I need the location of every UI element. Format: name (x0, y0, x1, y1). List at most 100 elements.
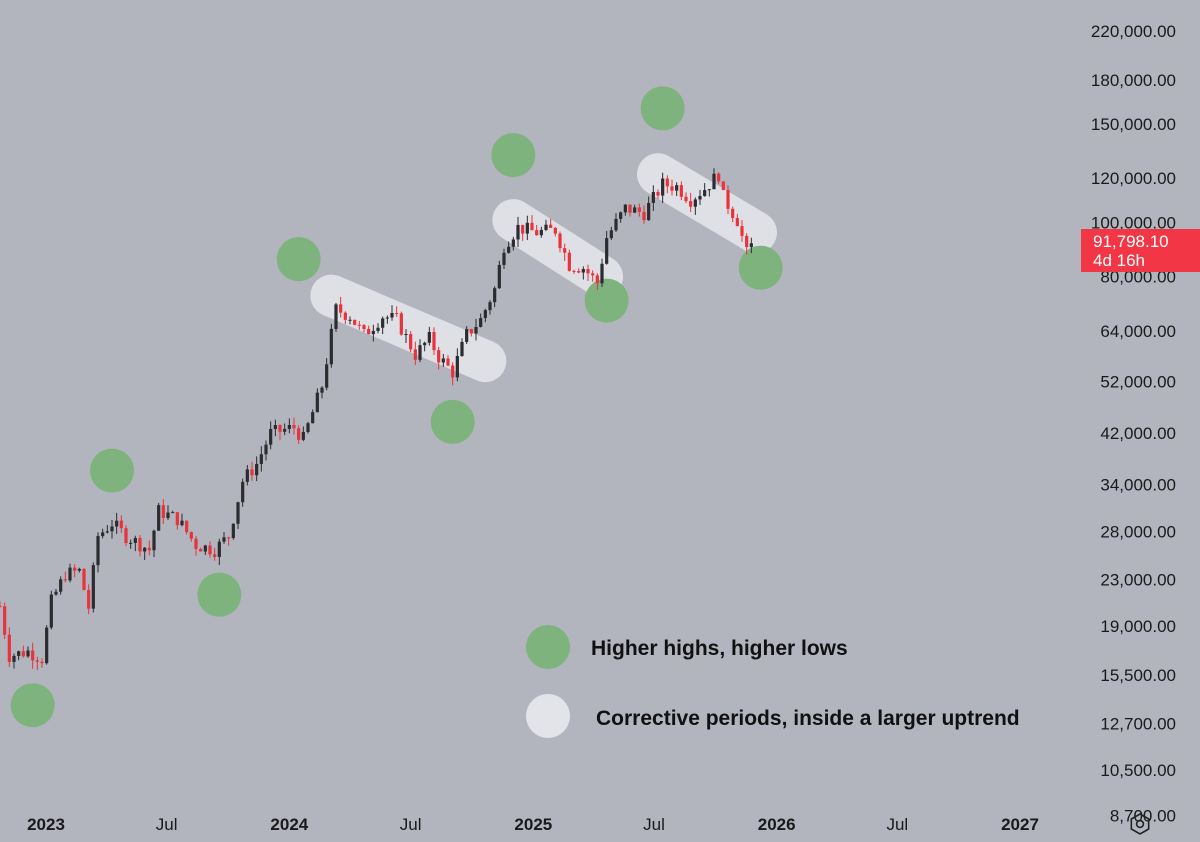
candle-body (530, 222, 534, 231)
candle-body (189, 532, 193, 539)
candle-body (171, 512, 175, 514)
candle-body (381, 318, 385, 328)
candle-body (451, 365, 455, 378)
candle-body (623, 204, 627, 213)
candles-layer (0, 168, 753, 671)
candle-body (600, 263, 604, 284)
candle-body (315, 392, 319, 413)
candle-body (665, 178, 669, 187)
x-tick-label: 2027 (1001, 815, 1039, 834)
candle-body (698, 195, 702, 200)
candle-body (339, 304, 343, 313)
candle-body (432, 331, 436, 351)
candle-body (376, 327, 380, 331)
candle-body (712, 173, 716, 190)
x-tick-label: Jul (400, 815, 422, 834)
candle-body (651, 191, 655, 203)
candle-body (222, 537, 226, 542)
candle-body (595, 275, 599, 284)
y-axis: 220,000.00 180,000.00 150,000.00 120,000.00… (1091, 22, 1176, 825)
current-price-tag: 91,798.10 4d 16h (1081, 229, 1200, 272)
candle-body (619, 212, 623, 219)
candle-body (591, 273, 595, 276)
corrective-period-capsule (637, 153, 777, 254)
candle-body (213, 554, 217, 557)
y-tick-label: 15,500.00 (1100, 666, 1176, 685)
candle-body (231, 523, 235, 539)
candle-body (707, 189, 711, 191)
candle-body (320, 387, 324, 393)
candle-body (362, 325, 366, 329)
candle-body (292, 424, 296, 429)
candle-body (670, 186, 674, 191)
legend-white-swatch (526, 694, 570, 738)
candle-body (96, 536, 100, 566)
candle-body (661, 178, 665, 196)
candle-body (273, 424, 277, 430)
candle-body (115, 520, 119, 527)
candle-body (479, 318, 483, 327)
y-tick-label: 220,000.00 (1091, 22, 1176, 41)
candle-body (180, 520, 184, 526)
candle-body (329, 328, 333, 365)
candle-body (628, 204, 632, 213)
candle-body (73, 567, 77, 571)
candle-body (21, 651, 25, 657)
y-tick-label: 80,000.00 (1100, 268, 1176, 287)
candle-body (3, 606, 7, 635)
candle-body (679, 185, 683, 197)
candle-body (572, 270, 576, 272)
legend-label-corrective: Corrective periods, inside a larger uptr… (596, 707, 1020, 730)
candle-body (567, 252, 571, 271)
candle-body (437, 350, 441, 363)
candle-body (539, 229, 543, 236)
candle-body (749, 243, 753, 248)
candle-body (59, 579, 63, 592)
candle-body (460, 341, 464, 356)
settings-hexagon-icon[interactable] (1130, 813, 1150, 835)
candle-body (54, 591, 58, 595)
candle-body (544, 224, 548, 230)
candle-body (441, 358, 445, 363)
candle-body (418, 345, 422, 360)
candle-body (283, 428, 287, 432)
candle-body (17, 651, 21, 656)
candle-body (511, 239, 515, 247)
x-tick-label: 2025 (514, 815, 552, 834)
candle-body (609, 230, 613, 239)
candle-body (726, 190, 730, 209)
candle-body (385, 317, 389, 319)
corrective-periods-layer (310, 153, 777, 383)
candle-body (241, 481, 245, 503)
current-price-value: 91,798.10 (1093, 232, 1169, 251)
legend: Higher highs, higher lows Corrective per… (526, 625, 1020, 738)
candle-body (236, 502, 240, 524)
candle-body (586, 269, 590, 274)
candle-body (161, 505, 165, 518)
candle-body (525, 222, 529, 234)
candle-body (399, 313, 403, 335)
candle-body (227, 537, 231, 539)
candle-body (647, 202, 651, 221)
candle-body (642, 211, 646, 221)
y-tick-label: 10,500.00 (1100, 761, 1176, 780)
candle-body (740, 226, 744, 236)
candle-body (250, 469, 254, 476)
x-tick-label: Jul (156, 815, 178, 834)
y-tick-label: 23,000.00 (1100, 570, 1176, 589)
swing-marker (491, 133, 536, 178)
candle-body (549, 224, 553, 228)
candle-body (474, 326, 478, 334)
candle-body (390, 312, 394, 318)
x-tick-label: Jul (643, 815, 665, 834)
candle-body (684, 196, 688, 202)
candle-body (166, 512, 170, 518)
candle-body (353, 319, 357, 325)
candle-body (563, 248, 567, 253)
candle-body (689, 201, 693, 207)
x-tick-label: Jul (886, 815, 908, 834)
candle-body (614, 218, 618, 231)
candle-body (269, 429, 273, 445)
candle-body (208, 545, 212, 555)
